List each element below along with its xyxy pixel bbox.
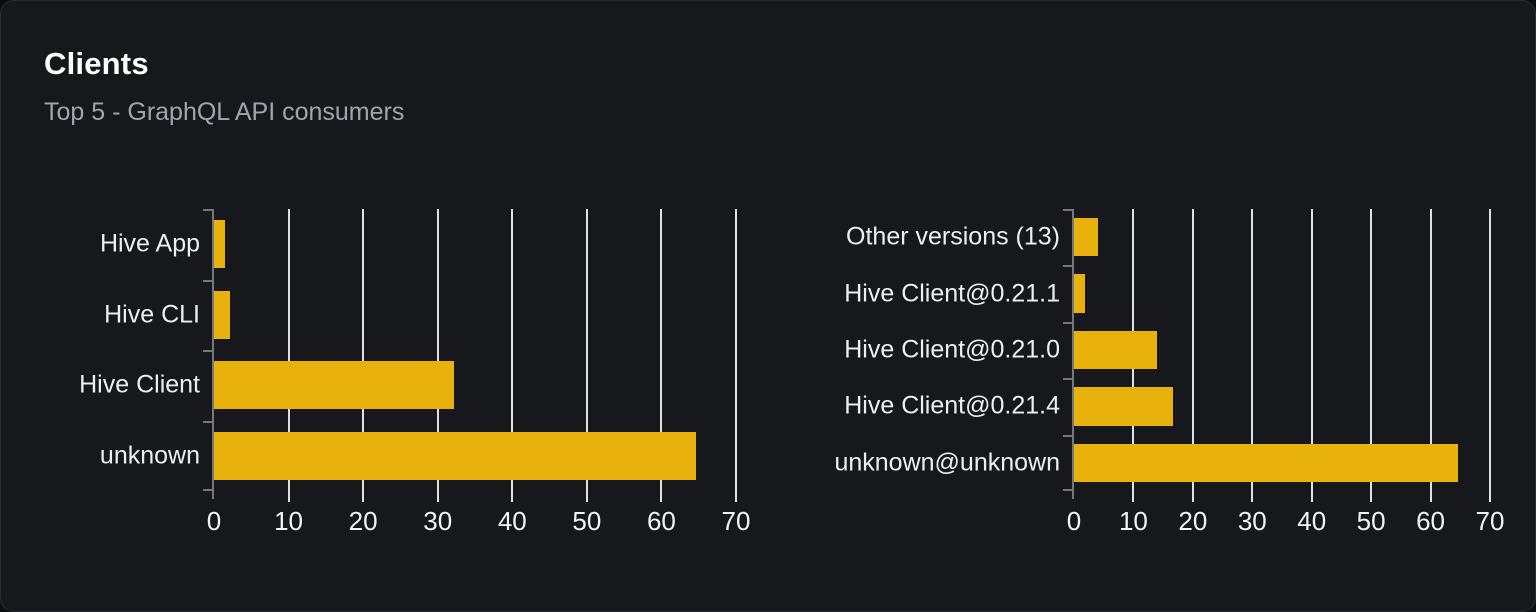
bar[interactable] [214, 431, 696, 480]
x-tick-mark [1489, 491, 1491, 502]
y-axis-tick [1063, 265, 1072, 267]
x-tick-label: 50 [572, 506, 602, 536]
gridline [362, 209, 365, 491]
x-tick-mark [1370, 491, 1373, 502]
bar[interactable] [214, 290, 230, 339]
bar[interactable] [1074, 443, 1458, 482]
y-axis-tick [1063, 209, 1072, 211]
bar[interactable] [1074, 387, 1173, 426]
gridline [735, 209, 737, 491]
bar[interactable] [214, 220, 226, 269]
card-subtitle: Top 5 - GraphQL API consumers [44, 98, 405, 126]
gridline [287, 209, 290, 491]
gridline [1489, 209, 1491, 491]
x-tick-mark [1132, 491, 1135, 502]
x-tick-mark [1310, 491, 1313, 502]
x-tick-mark [735, 491, 737, 502]
x-tick-mark [1429, 491, 1432, 502]
x-tick-label: 60 [1416, 506, 1446, 536]
x-tick-mark [287, 491, 290, 502]
y-axis-tick [203, 350, 212, 352]
x-tick-label: 50 [1356, 506, 1386, 536]
y-axis-tick [203, 280, 212, 282]
y-axis-tick [1063, 378, 1072, 380]
x-tick-label: 70 [1475, 506, 1505, 536]
category-label: Hive Client [79, 370, 200, 399]
x-tick-mark [1191, 491, 1194, 502]
category-label: unknown@unknown [834, 448, 1060, 477]
x-tick-mark [660, 491, 663, 502]
y-axis-tick [1063, 322, 1072, 324]
gridline [1429, 209, 1432, 491]
category-label: Hive Client@0.21.4 [844, 391, 1060, 420]
category-label: unknown [99, 441, 200, 470]
category-label: Other versions (13) [846, 222, 1060, 251]
x-tick-label: 40 [1297, 506, 1327, 536]
category-label: Hive App [99, 229, 200, 258]
chart-clients-by-name: 0 10 20 30 40 50 60 70 Hive App Hive CLI Hive Clie… [79, 209, 750, 534]
x-tick-mark [436, 491, 439, 502]
category-label: Hive Client@0.21.1 [844, 279, 1060, 308]
bar[interactable] [1074, 330, 1157, 370]
x-tick-mark [1251, 491, 1254, 502]
gridline [660, 209, 663, 491]
gridline [1251, 209, 1254, 491]
x-tick-label: 30 [423, 506, 453, 536]
x-tick-label: 40 [497, 506, 527, 536]
card-title: Clients [44, 46, 149, 81]
y-axis-tick [203, 209, 212, 211]
gridline [585, 209, 588, 491]
y-axis-tick [203, 421, 212, 423]
x-tick-mark [511, 491, 514, 502]
y-axis-line [212, 209, 214, 499]
x-tick-label: 10 [1118, 506, 1148, 536]
x-tick-label: 30 [1237, 506, 1267, 536]
gridline [1191, 209, 1194, 491]
x-tick-label: 70 [721, 506, 751, 536]
chart-clients-by-version: 0 10 20 30 40 50 60 70 Other versions (13) Hive C… [834, 209, 1504, 534]
gridline [436, 209, 439, 491]
x-tick-label: 0 [1066, 506, 1082, 536]
bar[interactable] [1074, 218, 1098, 257]
x-tick-label: 20 [1178, 506, 1208, 536]
y-axis-line [1072, 209, 1074, 499]
x-tick-mark [585, 491, 588, 502]
x-tick-label: 20 [348, 506, 378, 536]
gridline [1310, 209, 1313, 491]
x-tick-label: 10 [274, 506, 304, 536]
y-axis-tick [1063, 435, 1072, 437]
x-tick-label: 0 [206, 506, 222, 536]
y-axis-tick [203, 489, 212, 491]
category-label: Hive CLI [104, 300, 200, 329]
category-label: Hive Client@0.21.0 [844, 335, 1060, 364]
gridline [1370, 209, 1373, 491]
x-tick-mark [362, 491, 365, 502]
bar[interactable] [214, 361, 455, 410]
y-axis-tick [1063, 489, 1072, 491]
gridline [511, 209, 514, 491]
bar[interactable] [1074, 274, 1086, 313]
x-tick-label: 60 [646, 506, 676, 536]
